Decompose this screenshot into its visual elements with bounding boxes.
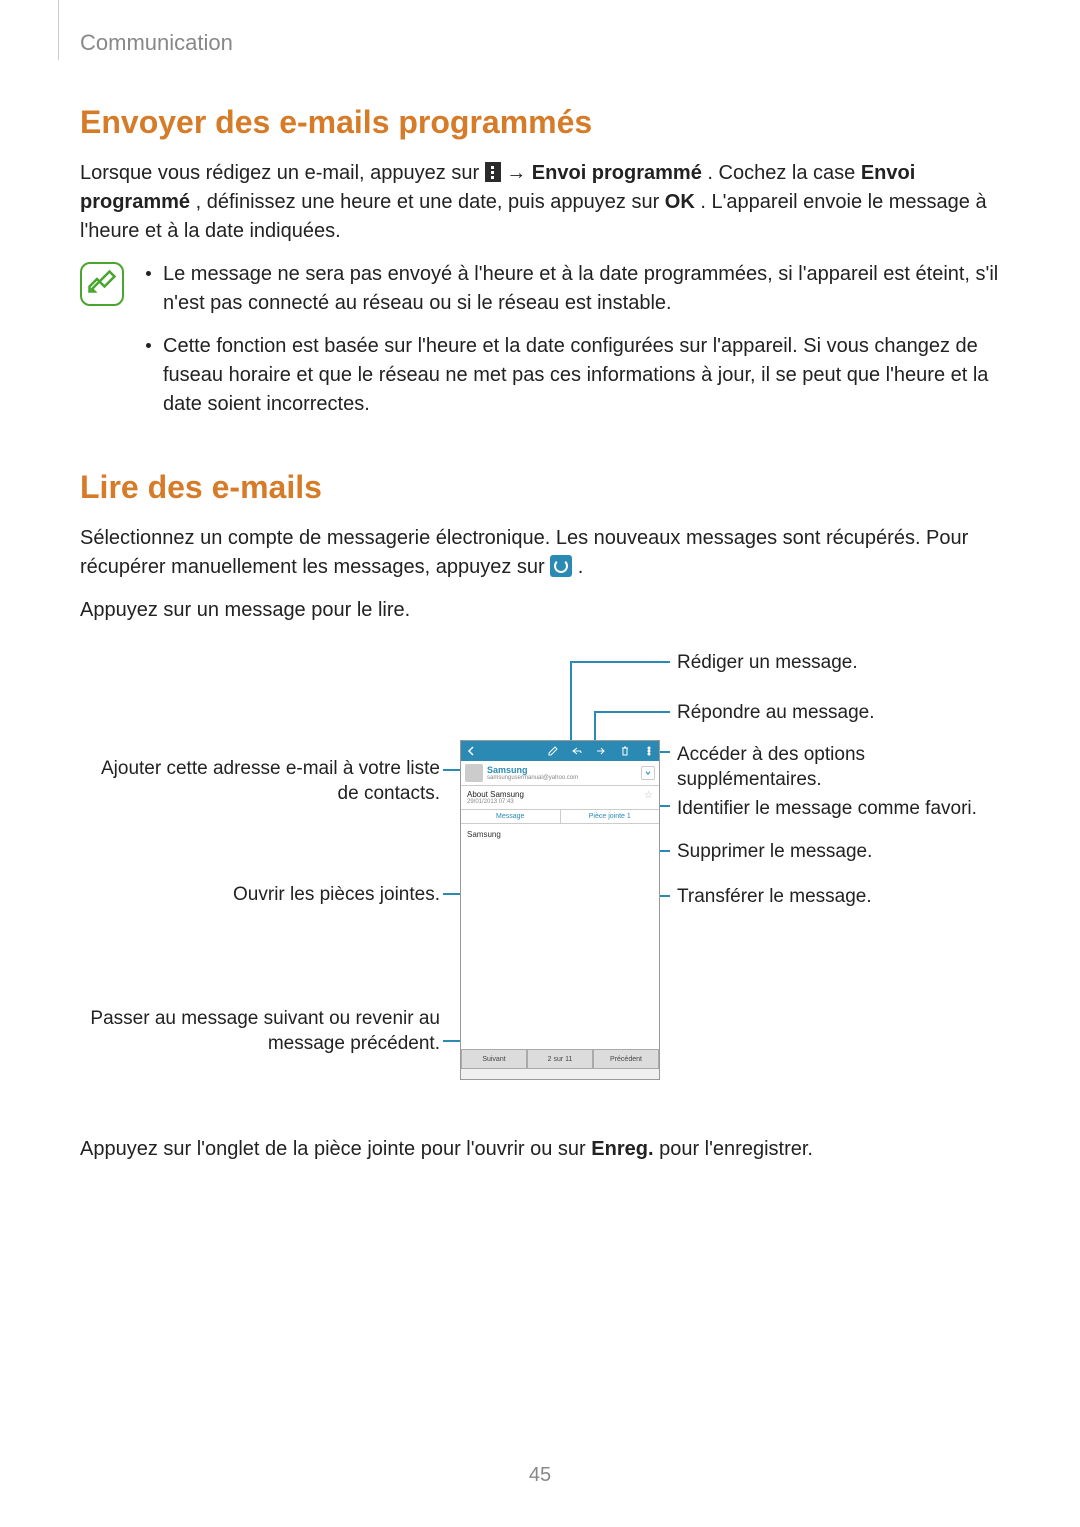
bullet-text: Cette fonction est basée sur l'heure et …: [163, 332, 1000, 419]
lead-line: [594, 711, 596, 740]
section-1-title: Envoyer des e-mails programmés: [80, 104, 1000, 141]
callout-reply: Répondre au message.: [677, 701, 875, 726]
annotated-screenshot-diagram: Rédiger un message. Répondre au message.…: [80, 645, 1000, 1105]
lead-line: [594, 711, 670, 713]
section-2-title: Lire des e-mails: [80, 469, 1000, 506]
callout-add-contact: Ajouter cette adresse e-mail à votre lis…: [80, 757, 440, 806]
tab-message: Message: [461, 810, 561, 823]
section-2-para-2: Appuyez sur un message pour le lire.: [80, 596, 1000, 625]
note-block: Le message ne sera pas envoyé à l'heure …: [80, 260, 1000, 433]
bullet-dot: [146, 343, 151, 348]
nav-prev-button: Précédent: [593, 1049, 659, 1069]
tab-attachment: Pièce jointe 1: [561, 810, 660, 823]
callout-compose: Rédiger un message.: [677, 651, 858, 676]
text: . Cochez la case: [707, 162, 860, 184]
page-content: Communication Envoyer des e-mails progra…: [0, 0, 1080, 1164]
text: Appuyez sur l'onglet de la pièce jointe …: [80, 1138, 591, 1160]
callout-attachments: Ouvrir les pièces jointes.: [80, 883, 440, 908]
sender-name: Samsung: [487, 765, 637, 775]
bullet-text: Le message ne sera pas envoyé à l'heure …: [163, 260, 1000, 318]
decorative-side-rule: [58, 0, 59, 60]
text-bold: Envoi programmé: [532, 162, 702, 184]
phone-toolbar: [461, 741, 659, 761]
nav-next-button: Suivant: [461, 1049, 527, 1069]
trash-icon: [619, 745, 631, 757]
note-bullets: Le message ne sera pas envoyé à l'heure …: [146, 260, 1000, 433]
bullet-item: Le message ne sera pas envoyé à l'heure …: [146, 260, 1000, 318]
refresh-icon: [550, 555, 572, 577]
bullet-dot: [146, 271, 151, 276]
compose-icon: [547, 745, 559, 757]
phone-subject-row: About Samsung 29/01/2013 07:43 ☆: [461, 786, 659, 810]
text: Sélectionnez un compte de messagerie éle…: [80, 527, 968, 578]
lead-line: [570, 661, 572, 740]
running-header: Communication: [80, 30, 1000, 56]
nav-counter: 2 sur 11: [527, 1049, 593, 1069]
bullet-item: Cette fonction est basée sur l'heure et …: [146, 332, 1000, 419]
text: pour l'enregistrer.: [659, 1138, 813, 1160]
text-bold: OK: [665, 191, 695, 213]
favorite-star-icon: ☆: [644, 790, 653, 801]
phone-tabs: Message Pièce jointe 1: [461, 810, 659, 824]
date-text: 29/01/2013 07:43: [467, 799, 524, 805]
phone-body: Samsung: [461, 824, 659, 1049]
overflow-menu-icon: [643, 745, 655, 757]
subject-text: About Samsung: [467, 790, 524, 799]
sender-email: samsungusermanual@yahoo.com: [487, 775, 637, 781]
text: →: [506, 162, 532, 184]
section-1-para: Lorsque vous rédigez un e-mail, appuyez …: [80, 159, 1000, 246]
forward-arrow-icon: [595, 745, 607, 757]
back-icon: [465, 745, 477, 757]
callout-options: Accéder à des options supplémentaires.: [677, 743, 937, 792]
text: .: [578, 556, 584, 578]
callout-delete: Supprimer le message.: [677, 840, 872, 865]
callout-favorite: Identifier le message comme favori.: [677, 797, 977, 822]
section-2-para-3: Appuyez sur l'onglet de la pièce jointe …: [80, 1135, 1000, 1164]
lead-line: [443, 1040, 460, 1042]
note-icon: [80, 262, 124, 306]
page-number: 45: [0, 1464, 1080, 1487]
section-2-para-1: Sélectionnez un compte de messagerie éle…: [80, 524, 1000, 582]
callout-prev-next: Passer au message suivant ou revenir au …: [80, 1007, 440, 1056]
text: Lorsque vous rédigez un e-mail, appuyez …: [80, 162, 485, 184]
phone-sender-row: Samsung samsungusermanual@yahoo.com: [461, 761, 659, 786]
menu-overflow-icon: [485, 162, 501, 182]
lead-line: [570, 661, 670, 663]
reply-icon: [571, 745, 583, 757]
text: , définissez une heure et une date, puis…: [196, 191, 665, 213]
avatar: [465, 764, 483, 782]
phone-mock: Samsung samsungusermanual@yahoo.com Abou…: [460, 740, 660, 1080]
text-bold: Enreg.: [591, 1138, 653, 1160]
expand-recipients-icon: [641, 766, 655, 780]
phone-nav-bar: Suivant 2 sur 11 Précédent: [461, 1049, 659, 1069]
callout-forward: Transférer le message.: [677, 885, 872, 910]
